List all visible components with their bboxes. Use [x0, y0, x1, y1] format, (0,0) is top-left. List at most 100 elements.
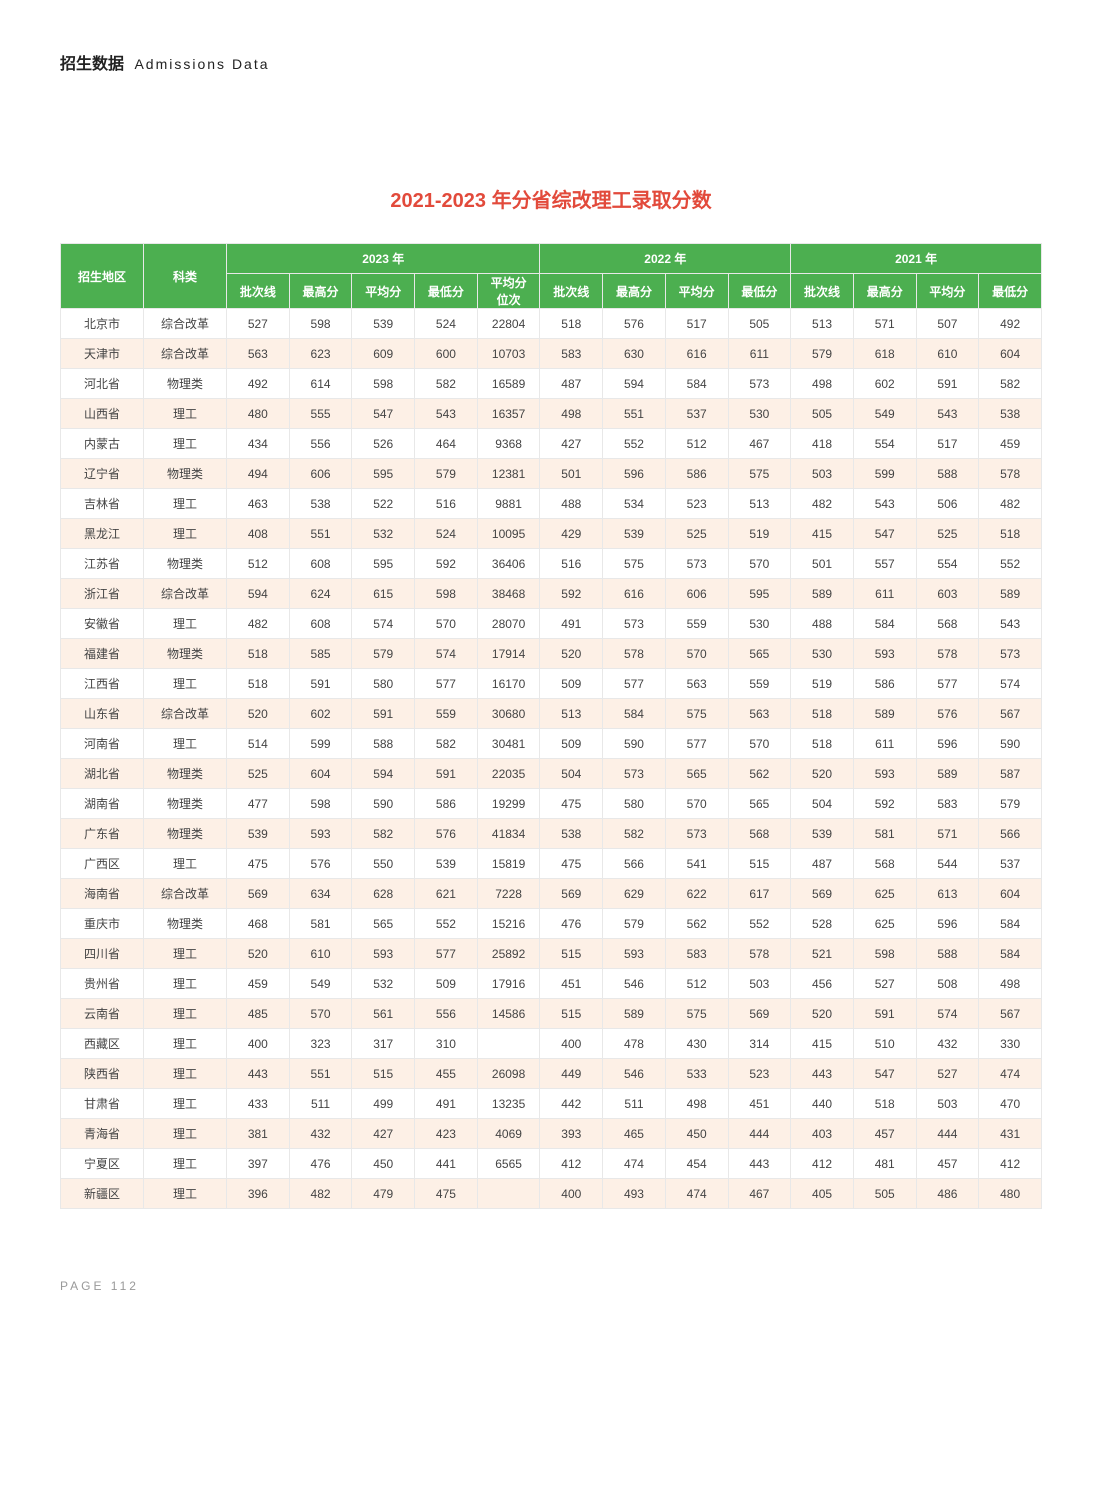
table-cell: 547 — [853, 1059, 916, 1089]
table-cell: 573 — [979, 639, 1042, 669]
table-cell: 412 — [979, 1149, 1042, 1179]
table-cell: 523 — [728, 1059, 791, 1089]
table-cell: 451 — [540, 969, 603, 999]
table-cell: 595 — [352, 459, 415, 489]
table-cell: 理工 — [144, 939, 227, 969]
table-cell: 522 — [352, 489, 415, 519]
table-cell: 475 — [415, 1179, 478, 1209]
table-cell: 理工 — [144, 609, 227, 639]
table-cell: 593 — [853, 639, 916, 669]
table-cell: 579 — [352, 639, 415, 669]
table-cell: 512 — [665, 429, 728, 459]
table-cell: 526 — [352, 429, 415, 459]
table-cell: 498 — [791, 369, 854, 399]
table-cell: 543 — [415, 399, 478, 429]
table-row: 天津市综合改革563623609600107035836306166115796… — [61, 339, 1042, 369]
col-min: 最低分 — [415, 274, 478, 309]
table-row: 湖北省物理类5256045945912203550457356556252059… — [61, 759, 1042, 789]
table-row: 四川省理工52061059357725892515593583578521598… — [61, 939, 1042, 969]
table-cell: 617 — [728, 879, 791, 909]
table-cell: 581 — [289, 909, 352, 939]
header-cn: 招生数据 — [60, 56, 124, 73]
table-cell: 590 — [979, 729, 1042, 759]
table-cell: 综合改革 — [144, 309, 227, 339]
table-cell: 591 — [289, 669, 352, 699]
table-cell: 432 — [289, 1119, 352, 1149]
table-cell: 515 — [728, 849, 791, 879]
table-cell: 499 — [352, 1089, 415, 1119]
table-cell: 606 — [665, 579, 728, 609]
table-cell: 418 — [791, 429, 854, 459]
table-row: 河北省物理类4926145985821658948759458457349860… — [61, 369, 1042, 399]
table-cell: 593 — [853, 759, 916, 789]
table-cell: 四川省 — [61, 939, 144, 969]
table-cell: 570 — [665, 639, 728, 669]
table-cell: 429 — [540, 519, 603, 549]
table-cell: 590 — [603, 729, 666, 759]
table-cell: 477 — [227, 789, 290, 819]
table-cell: 602 — [289, 699, 352, 729]
table-cell: 464 — [415, 429, 478, 459]
table-cell: 503 — [916, 1089, 979, 1119]
table-cell: 550 — [352, 849, 415, 879]
table-cell: 广西区 — [61, 849, 144, 879]
table-row: 陕西省理工44355151545526098449546533523443547… — [61, 1059, 1042, 1089]
table-cell: 579 — [603, 909, 666, 939]
table-cell: 405 — [791, 1179, 854, 1209]
table-cell: 湖南省 — [61, 789, 144, 819]
table-cell: 565 — [728, 789, 791, 819]
table-cell: 400 — [540, 1029, 603, 1059]
table-cell: 459 — [227, 969, 290, 999]
page-header: 招生数据 Admissions Data — [60, 50, 1042, 74]
table-cell: 552 — [979, 549, 1042, 579]
table-cell: 539 — [791, 819, 854, 849]
table-cell: 591 — [352, 699, 415, 729]
table-cell: 578 — [728, 939, 791, 969]
table-cell: 476 — [540, 909, 603, 939]
table-cell: 569 — [728, 999, 791, 1029]
table-cell: 538 — [540, 819, 603, 849]
table-cell: 理工 — [144, 519, 227, 549]
table-cell: 理工 — [144, 1029, 227, 1059]
table-cell: 30481 — [477, 729, 540, 759]
table-cell: 505 — [853, 1179, 916, 1209]
table-cell: 583 — [540, 339, 603, 369]
table-cell: 贵州省 — [61, 969, 144, 999]
table-cell: 527 — [853, 969, 916, 999]
table-row: 山西省理工48055554754316357498551537530505549… — [61, 399, 1042, 429]
table-cell: 622 — [665, 879, 728, 909]
table-cell: 443 — [227, 1059, 290, 1089]
table-cell: 530 — [728, 399, 791, 429]
table-cell: 480 — [227, 399, 290, 429]
col-max: 最高分 — [289, 274, 352, 309]
col-min: 最低分 — [979, 274, 1042, 309]
table-cell: 454 — [665, 1149, 728, 1179]
table-cell: 576 — [603, 309, 666, 339]
table-cell — [477, 1029, 540, 1059]
table-cell: 520 — [227, 939, 290, 969]
table-row: 广东省物理类5395935825764183453858257356853958… — [61, 819, 1042, 849]
table-cell: 16357 — [477, 399, 540, 429]
table-cell: 517 — [665, 309, 728, 339]
table-cell: 584 — [603, 699, 666, 729]
table-cell: 611 — [853, 729, 916, 759]
table-cell: 478 — [603, 1029, 666, 1059]
table-cell: 539 — [415, 849, 478, 879]
table-cell: 广东省 — [61, 819, 144, 849]
table-cell: 566 — [979, 819, 1042, 849]
table-cell: 393 — [540, 1119, 603, 1149]
table-cell: 491 — [540, 609, 603, 639]
table-cell: 494 — [227, 459, 290, 489]
table-cell: 486 — [916, 1179, 979, 1209]
table-cell: 588 — [352, 729, 415, 759]
table-cell: 559 — [415, 699, 478, 729]
table-cell: 28070 — [477, 609, 540, 639]
table-body: 北京市综合改革527598539524228045185765175055135… — [61, 309, 1042, 1209]
table-cell: 515 — [352, 1059, 415, 1089]
table-cell: 611 — [728, 339, 791, 369]
table-cell: 608 — [289, 609, 352, 639]
table-cell: 520 — [791, 999, 854, 1029]
table-cell: 520 — [791, 759, 854, 789]
table-cell: 525 — [227, 759, 290, 789]
table-cell: 516 — [540, 549, 603, 579]
